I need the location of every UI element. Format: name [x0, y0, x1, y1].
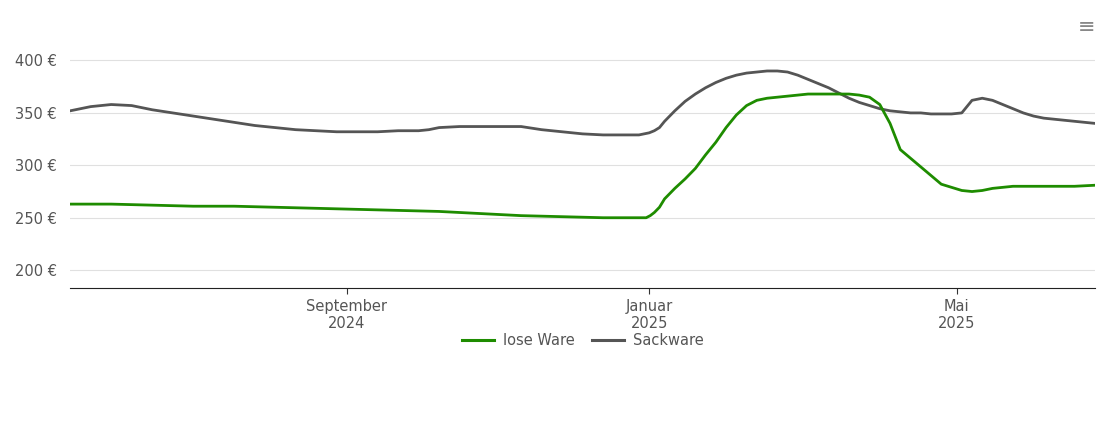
Text: ≡: ≡: [1078, 17, 1094, 38]
Legend: lose Ware, Sackware: lose Ware, Sackware: [456, 327, 709, 354]
